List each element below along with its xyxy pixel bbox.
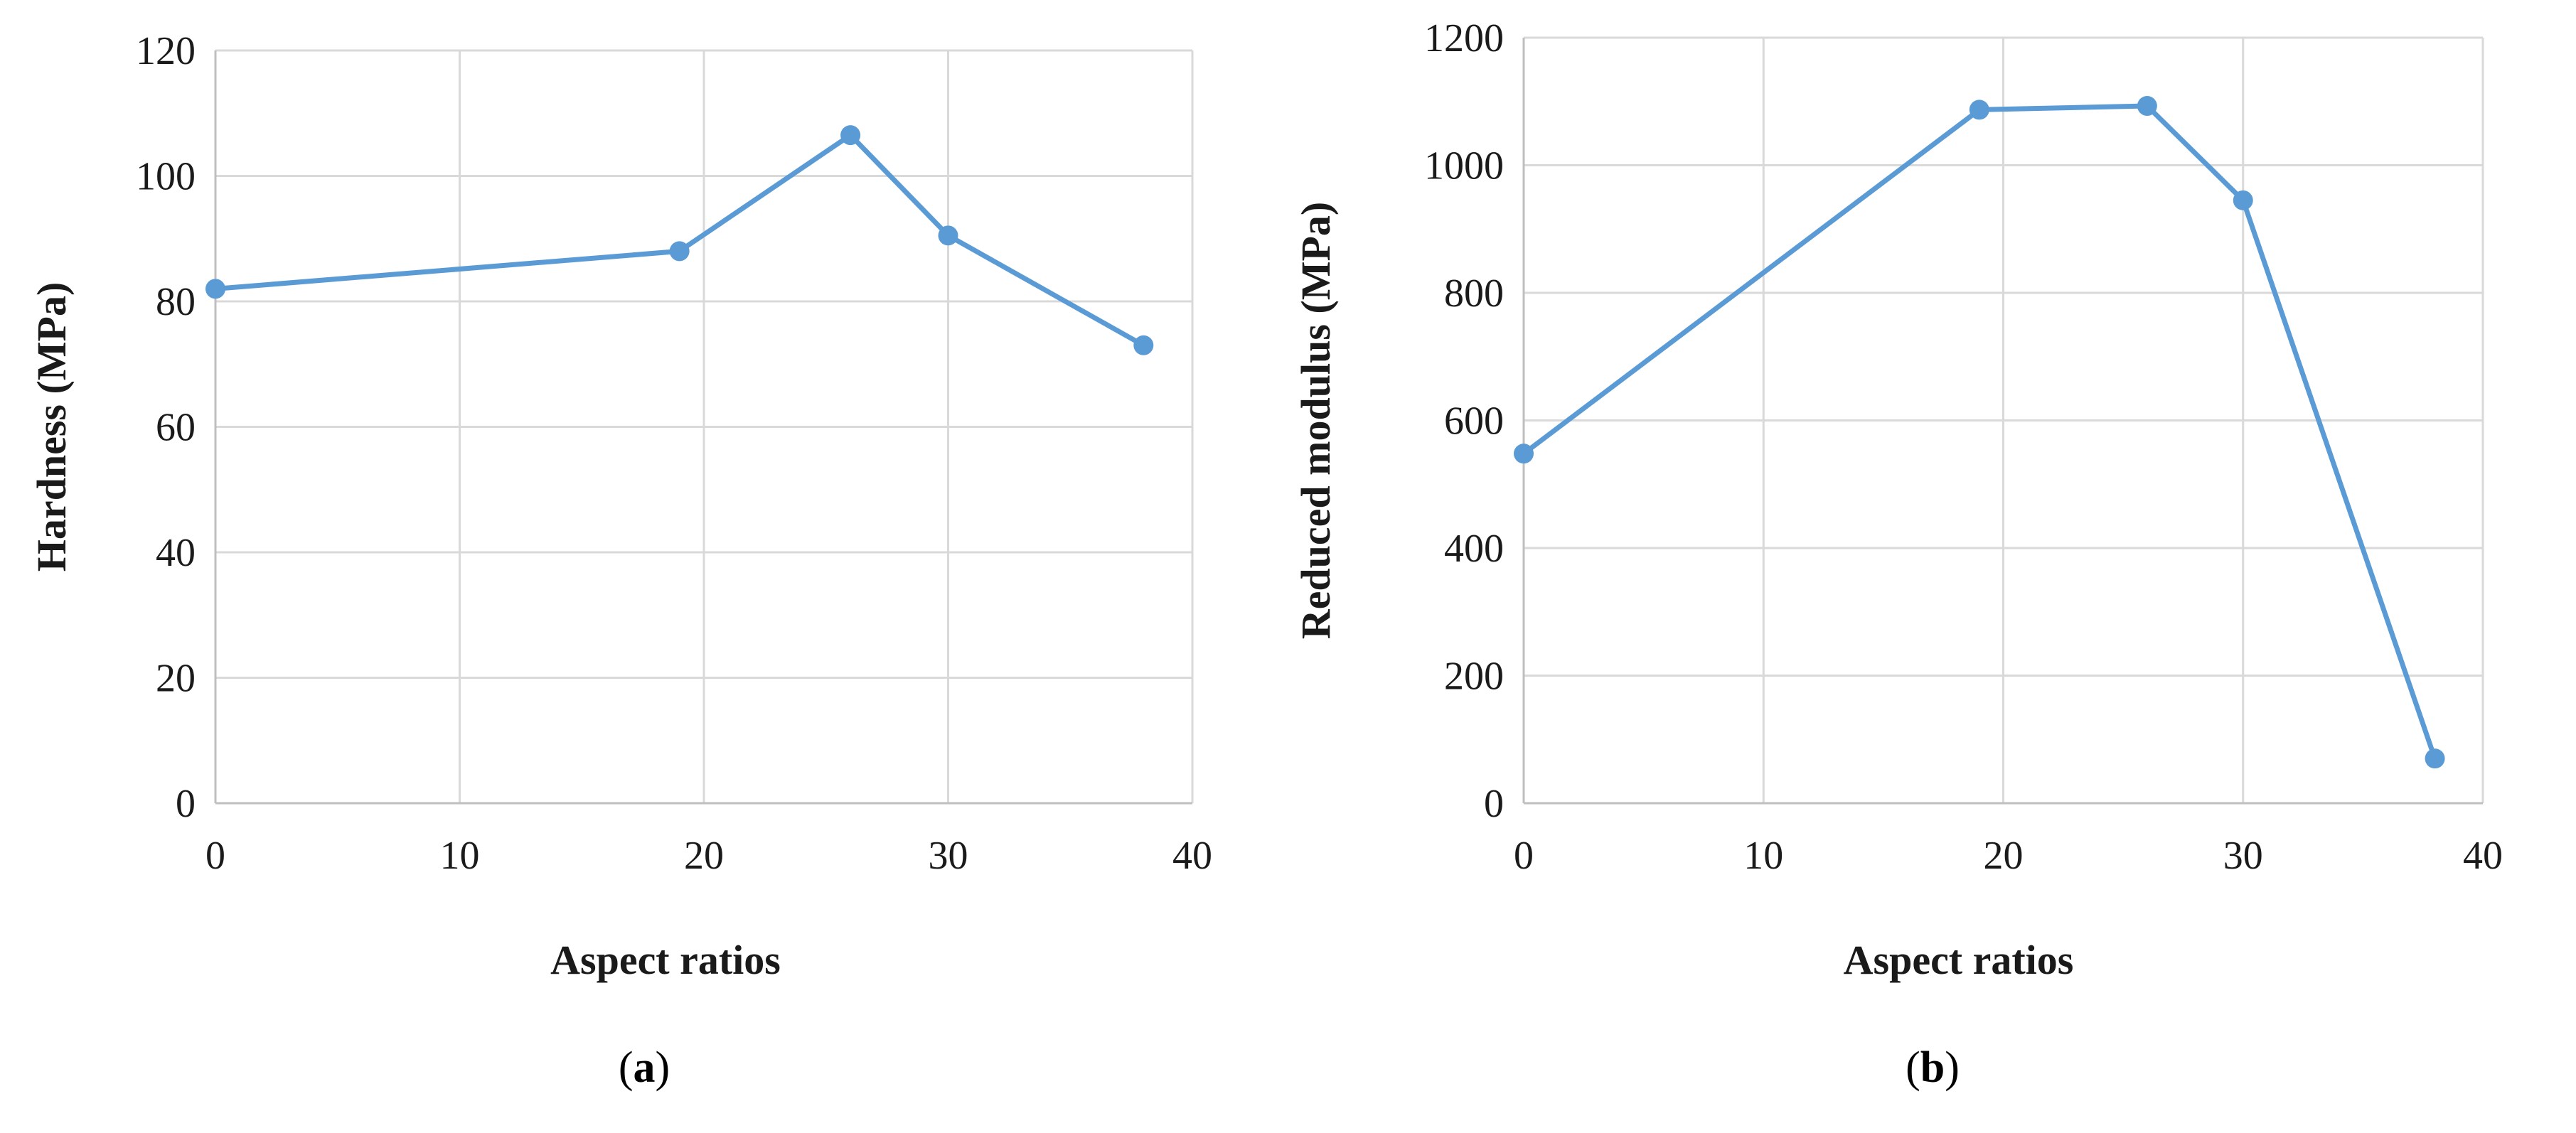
data-point — [938, 225, 958, 246]
y-tick-label: 80 — [156, 280, 196, 324]
data-point — [1969, 100, 1989, 120]
y-axis-title: Reduced modulus (MPa) — [1293, 202, 1339, 639]
data-point — [2137, 96, 2157, 117]
y-tick-label: 60 — [156, 406, 196, 450]
y-tick-label: 200 — [1444, 655, 1504, 699]
x-tick-label: 40 — [1172, 834, 1212, 878]
y-tick-label: 1000 — [1424, 144, 1504, 188]
data-point — [1514, 444, 1534, 464]
y-tick-label: 40 — [156, 531, 196, 575]
x-tick-label: 10 — [1743, 834, 1783, 878]
y-tick-label: 400 — [1444, 527, 1504, 571]
reduced-modulus-chart: 0 200 400 600 800 1000 1200 0 10 20 30 40 Aspect rat… — [1293, 16, 2503, 983]
y-tick-label: 800 — [1444, 272, 1504, 316]
data-point — [840, 125, 861, 146]
y-axis-title: Hardness (MPa) — [28, 282, 75, 572]
chart-panel-a: 0 20 40 60 80 100 120 0 10 20 30 40 Aspect ratios Har… — [28, 29, 1212, 1092]
panel-label-a-letter: a — [633, 1043, 656, 1092]
series-line — [213, 132, 1146, 348]
series-line — [1521, 103, 2437, 761]
x-tick-label: 30 — [929, 834, 968, 878]
hardness-chart: 0 20 40 60 80 100 120 0 10 20 30 40 Aspect ratios Har… — [28, 29, 1212, 983]
panel-label-b: (b) — [1906, 1043, 1960, 1092]
x-tick-label: 30 — [2223, 834, 2263, 878]
x-tick-label: 20 — [684, 834, 724, 878]
y-tick-label: 0 — [176, 782, 196, 826]
y-tick-label: 0 — [1484, 782, 1504, 826]
x-tick-label: 0 — [205, 834, 225, 878]
y-tick-label: 20 — [156, 657, 196, 701]
x-tick-label: 10 — [440, 834, 480, 878]
y-tick-label: 600 — [1444, 399, 1504, 444]
x-tick-label: 0 — [1514, 834, 1534, 878]
y-tick-label: 120 — [136, 29, 196, 73]
data-point — [1133, 335, 1154, 355]
panel-label-b-letter: b — [1920, 1043, 1945, 1092]
x-tick-label: 40 — [2463, 834, 2503, 878]
data-point — [205, 279, 225, 299]
data-point — [669, 241, 690, 262]
x-axis-title: Aspect ratios — [550, 937, 781, 983]
y-tick-label: 100 — [136, 155, 196, 199]
panel-label-a: (a) — [618, 1043, 670, 1092]
x-tick-label: 20 — [1984, 834, 2024, 878]
chart-panel-b: 0 200 400 600 800 1000 1200 0 10 20 30 40 Aspect rat… — [1288, 0, 2576, 1133]
y-tick-label: 1200 — [1424, 16, 1504, 60]
x-axis-title: Aspect ratios — [1844, 937, 2074, 983]
data-point — [2425, 748, 2445, 769]
data-point — [2233, 190, 2253, 210]
